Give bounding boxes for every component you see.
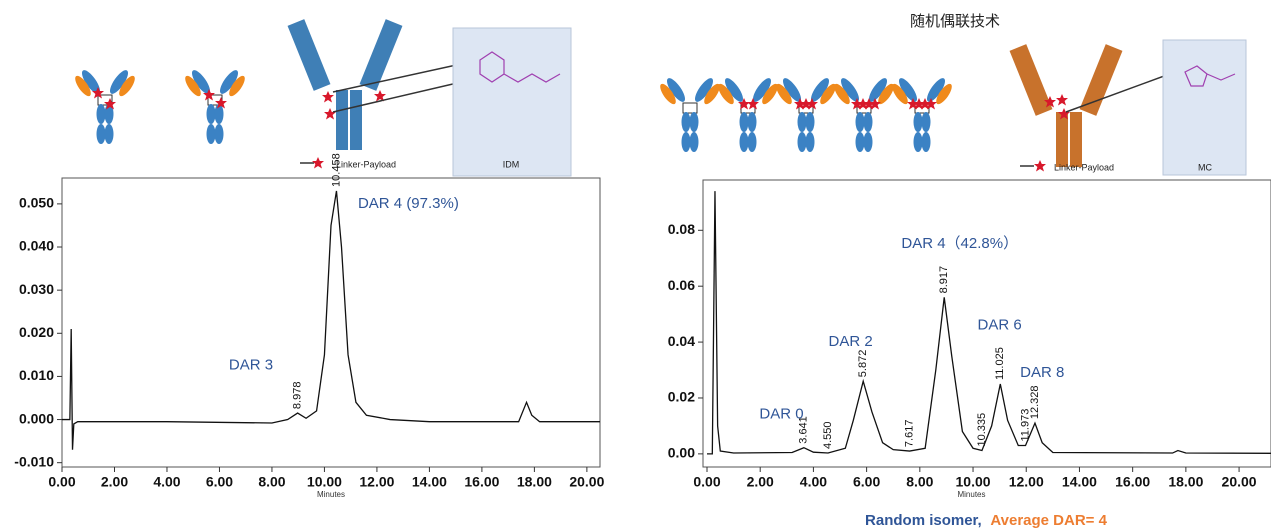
x-tick-label: 4.00 xyxy=(153,474,180,490)
x-tick-label: 4.00 xyxy=(800,474,827,490)
x-tick-label: 2.00 xyxy=(101,474,128,490)
y-tick-label: 0.06 xyxy=(668,277,695,293)
antibody-illustration-left: Linker-Payload IDM xyxy=(71,19,572,177)
x-tick-label: 14.00 xyxy=(1062,474,1097,490)
x-tick-label: 16.00 xyxy=(1115,474,1150,490)
peak-label: 8.917 xyxy=(938,266,950,294)
caption: Random isomer, Average DAR= 4 xyxy=(865,512,1108,529)
x-tick-label: 2.00 xyxy=(747,474,774,490)
x-tick-label: 8.00 xyxy=(906,474,933,490)
y-tick-label: 0.04 xyxy=(668,333,695,349)
box-label: IDM xyxy=(503,159,520,169)
x-tick-label: 18.00 xyxy=(517,474,552,490)
y-tick-label: 0.000 xyxy=(19,410,54,426)
x-tick-label: 12.00 xyxy=(1009,474,1044,490)
peak-label: 8.978 xyxy=(292,382,304,410)
y-tick-label: 0.050 xyxy=(19,195,54,211)
x-tick-label: 6.00 xyxy=(206,474,233,490)
x-tick-label: 20.00 xyxy=(1222,474,1257,490)
annotation: DAR 4（42.8%） xyxy=(901,235,1018,252)
x-tick-label: 16.00 xyxy=(464,474,499,490)
y-tick-label: 0.030 xyxy=(19,281,54,297)
peak-label: 10.458 xyxy=(330,153,342,187)
panel-title: 随机偶联技术 xyxy=(910,13,1000,30)
y-tick-label: 0.020 xyxy=(19,324,54,340)
x-tick-label: 8.00 xyxy=(258,474,285,490)
plot-frame xyxy=(702,179,1271,468)
x-tick-label: 20.00 xyxy=(569,474,604,490)
box-label: MC xyxy=(1198,162,1212,172)
x-tick-label: 12.00 xyxy=(359,474,394,490)
x-tick-label: 10.00 xyxy=(956,474,991,490)
legend-label: Linker-Payload xyxy=(1054,162,1114,172)
plot-frame xyxy=(61,177,601,468)
y-tick-label: 0.02 xyxy=(668,389,695,405)
x-tick-label: 18.00 xyxy=(1168,474,1203,490)
annotation: DAR 0 xyxy=(759,406,803,423)
peak-label: 3.641 xyxy=(798,416,810,444)
y-tick-label: 0.040 xyxy=(19,238,54,254)
peak-label: 11.973 xyxy=(1019,409,1031,442)
structure-box xyxy=(452,27,572,177)
peak-label: 10.335 xyxy=(976,413,988,447)
x-axis-label: Minutes xyxy=(957,490,985,499)
x-tick-label: 0.00 xyxy=(48,474,75,490)
annotation: DAR 3 xyxy=(229,357,273,374)
antibody-illustration-right: 随机偶联技术 Linker-Payload MC xyxy=(656,13,1247,176)
legend-label: Linker-Payload xyxy=(336,159,396,169)
chromatogram-line xyxy=(706,191,1271,455)
annotation: DAR 2 xyxy=(829,333,873,350)
x-tick-label: 14.00 xyxy=(412,474,447,490)
caption-part: Average DAR= 4 xyxy=(990,512,1107,529)
x-axis-label: Minutes xyxy=(317,490,345,499)
annotation: DAR 4 (97.3%) xyxy=(358,195,459,212)
annotation: DAR 8 xyxy=(1020,364,1064,381)
x-tick-label: 6.00 xyxy=(853,474,880,490)
peak-label: 5.872 xyxy=(857,350,869,378)
y-tick-label: 0.00 xyxy=(668,445,695,461)
y-tick-label: 0.010 xyxy=(19,367,54,383)
x-tick-label: 0.00 xyxy=(693,474,720,490)
peak-label: 12.328 xyxy=(1029,385,1041,419)
peak-label: 11.025 xyxy=(994,347,1006,380)
y-tick-label: 0.08 xyxy=(668,221,695,237)
chromatogram-line xyxy=(62,190,600,450)
peak-label: 4.550 xyxy=(822,421,834,449)
peak-label: 7.617 xyxy=(904,420,916,448)
structure-box xyxy=(1162,39,1247,176)
caption-part: Random isomer, xyxy=(865,512,982,529)
x-tick-label: 10.00 xyxy=(307,474,342,490)
y-tick-label: -0.010 xyxy=(14,453,54,469)
annotation: DAR 6 xyxy=(978,316,1022,333)
